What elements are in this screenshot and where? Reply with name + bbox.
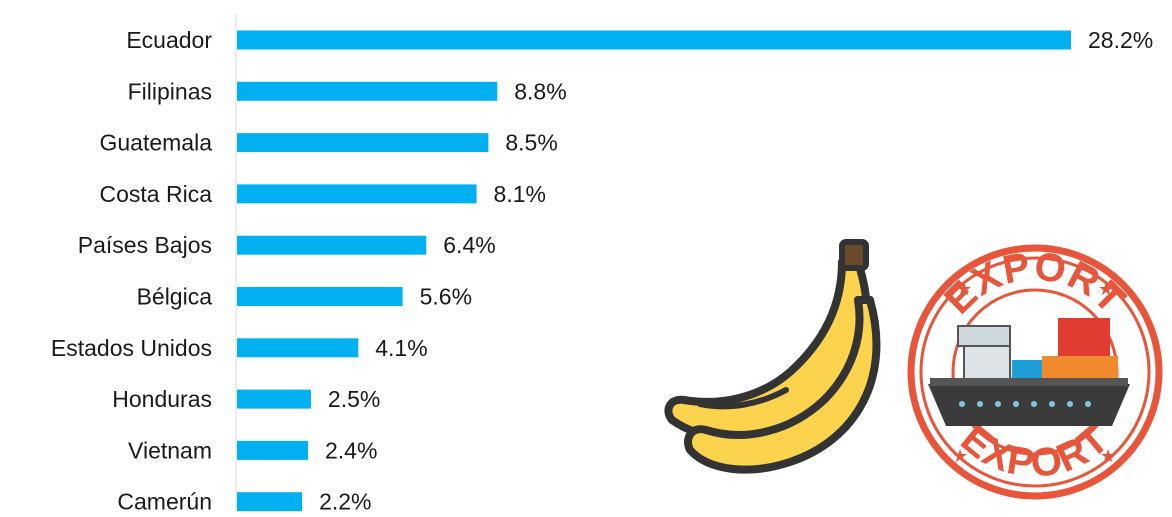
value-label: 6.4% [443,232,495,258]
value-label: 5.6% [420,284,472,310]
value-label: 8.1% [494,181,546,207]
value-labels: 28.2% 8.8% 8.5% 8.1% 6.4% 5.6% 4.1% 2.5% 2.4% 2.2… [319,27,1153,515]
category-label: Bélgica [137,284,213,310]
category-label: Países Bajos [78,232,212,258]
svg-text:★: ★ [952,446,968,466]
value-label: 2.5% [328,386,380,412]
category-label: Estados Unidos [51,335,212,361]
category-label: Costa Rica [100,181,213,207]
bar-5 [237,287,403,306]
bar-9 [237,492,303,512]
value-label: 8.5% [505,130,557,156]
category-labels: Ecuador Filipinas Guatemala Costa Rica Paíse… [51,27,212,515]
category-label: Ecuador [126,27,212,53]
export-ship-stamp-icon: EXPORT EXPORT ★ ★ ★ ★ [907,244,1163,500]
value-label: 8.8% [514,78,566,104]
bar-3 [237,184,477,204]
bar-6 [237,338,359,358]
value-label: 2.2% [319,489,371,515]
category-label: Camerún [117,489,212,515]
bar-8 [237,440,308,460]
svg-text:★: ★ [1098,279,1114,299]
banana-icon [664,239,881,474]
category-label: Honduras [112,386,212,412]
value-label: 2.4% [325,437,377,463]
value-label: 4.1% [375,335,427,361]
value-label: 28.2% [1088,27,1153,53]
svg-text:★: ★ [1100,446,1116,466]
bar-2 [237,133,489,153]
bar-1 [237,81,498,101]
category-label: Vietnam [128,437,212,463]
bar-7 [237,389,311,409]
bar-4 [237,235,427,255]
category-label: Guatemala [99,130,212,156]
bars-layer [237,30,1071,512]
category-label: Filipinas [128,78,212,104]
svg-text:★: ★ [956,279,972,299]
bar-0 [237,30,1071,50]
